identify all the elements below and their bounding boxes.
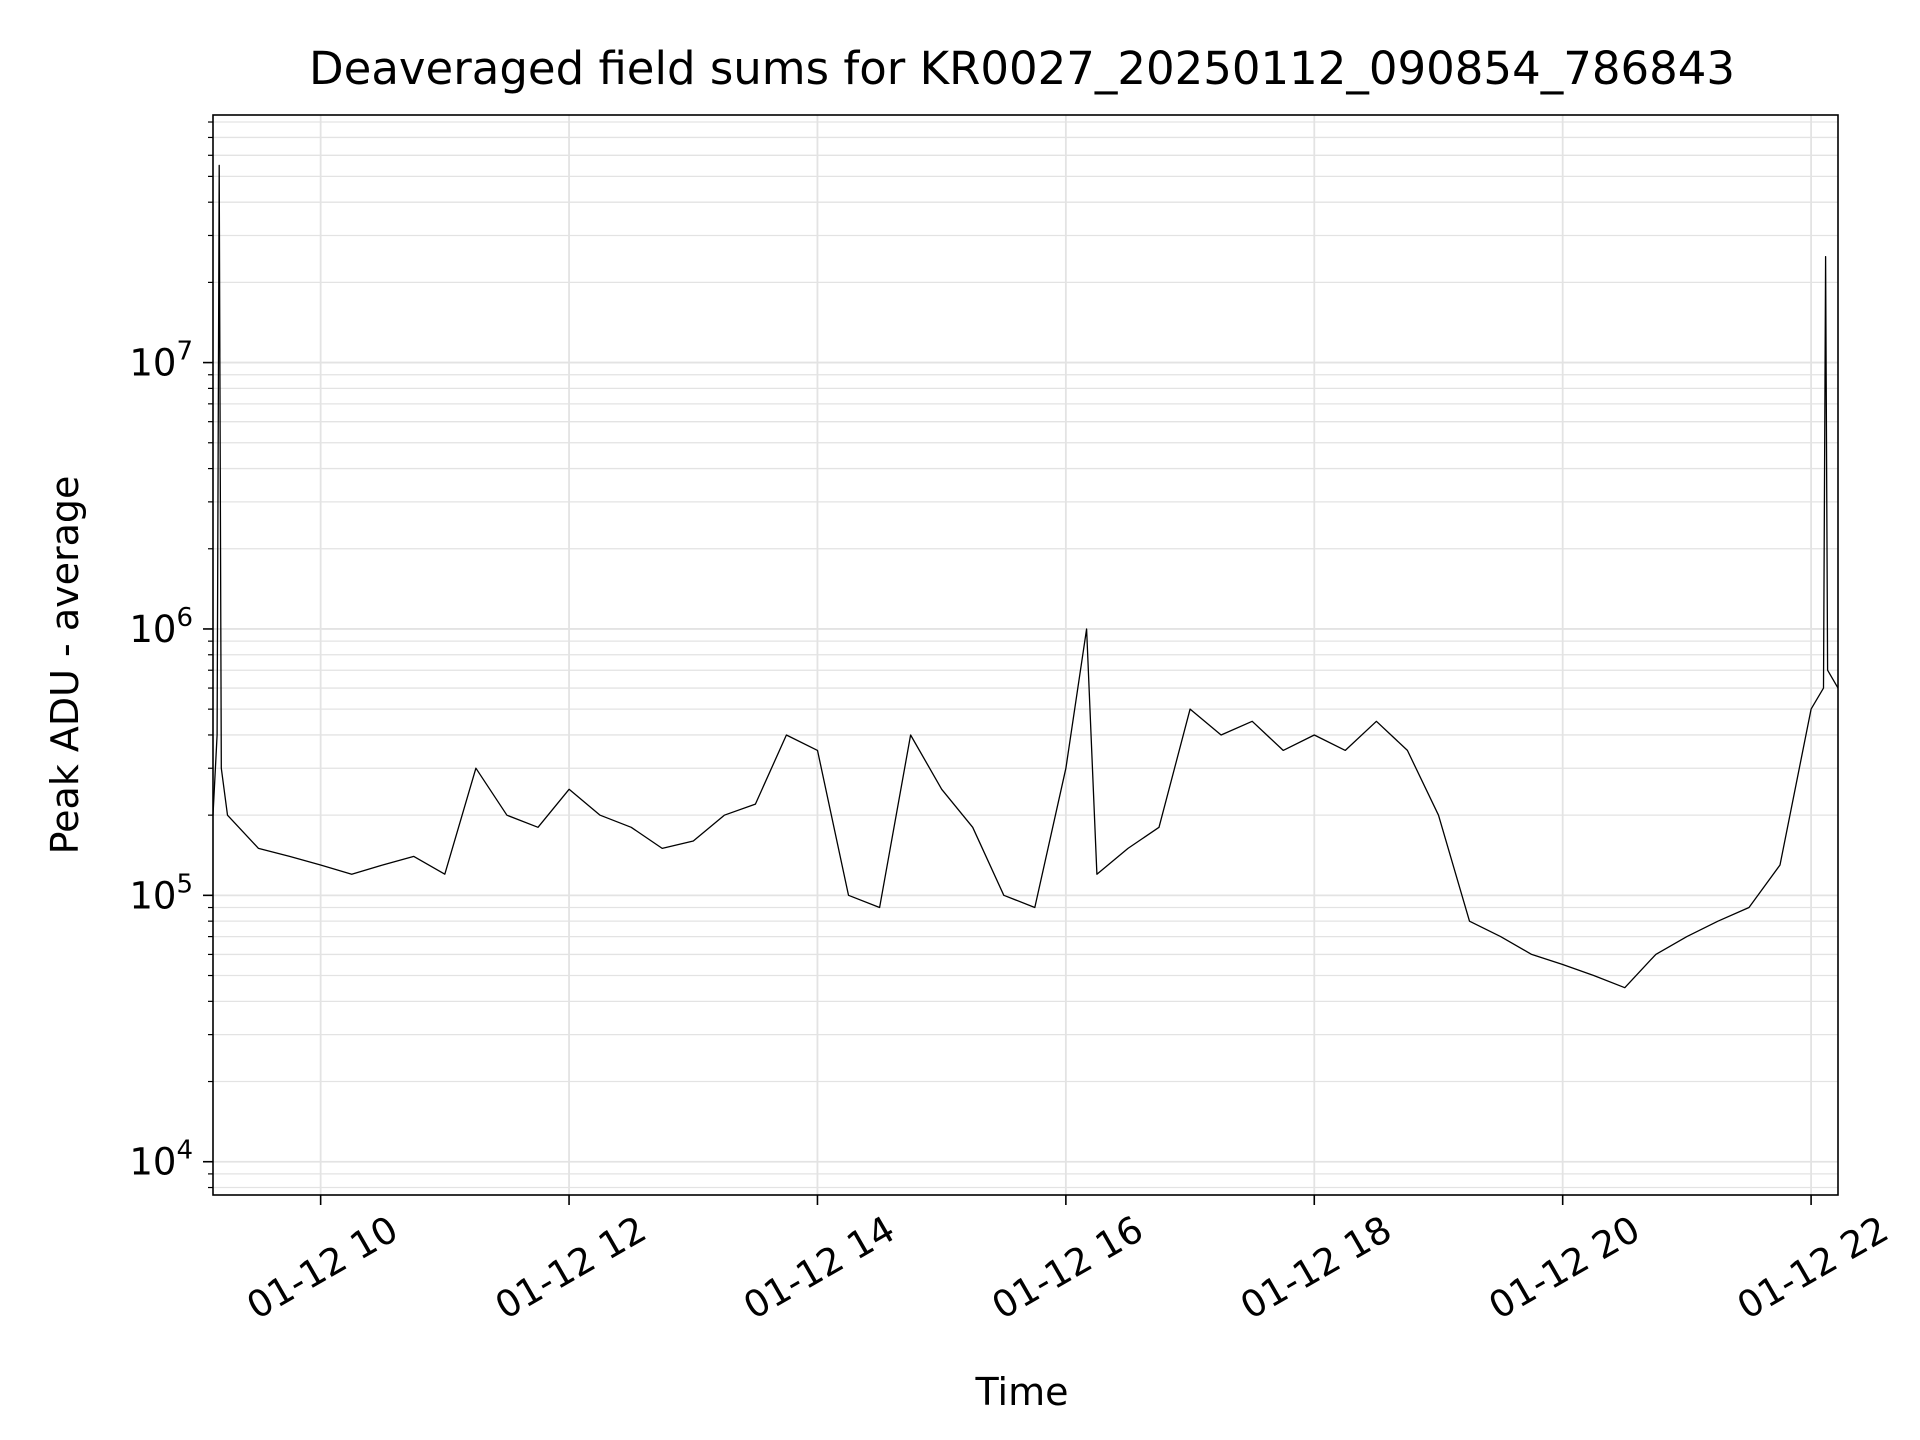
series-line-0 (212, 164, 1839, 989)
y-axis-label: Peak ADU - average (43, 476, 87, 855)
grid (213, 115, 1838, 1195)
y-tick-label: 105 (129, 869, 193, 917)
data-layer (212, 164, 1839, 989)
y-tick-label: 107 (129, 337, 193, 385)
chart-title: Deaveraged field sums for KR0027_2025011… (309, 42, 1735, 95)
x-axis-label: Time (975, 1370, 1069, 1414)
